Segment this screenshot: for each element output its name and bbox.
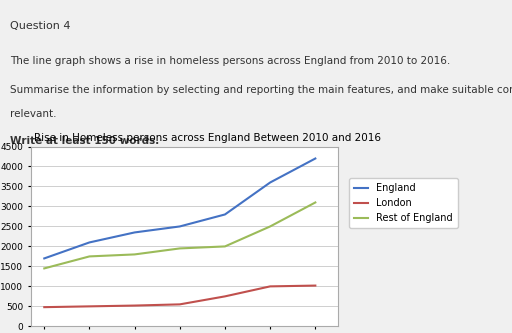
London	[87, 304, 93, 308]
England	[132, 230, 138, 234]
England	[87, 240, 93, 244]
England	[41, 256, 47, 260]
Text: The line graph shows a rise in homeless persons across England from 2010 to 2016: The line graph shows a rise in homeless …	[10, 56, 451, 66]
England	[222, 212, 228, 216]
London	[222, 294, 228, 298]
Rest of England	[41, 266, 47, 270]
Line: Rest of England: Rest of England	[44, 202, 315, 268]
England	[312, 157, 318, 161]
Rest of England	[87, 254, 93, 258]
Text: Question 4: Question 4	[10, 21, 71, 31]
England	[177, 224, 183, 228]
Rest of England	[132, 252, 138, 256]
Rest of England	[267, 224, 273, 228]
London	[177, 302, 183, 306]
London	[132, 304, 138, 308]
Rest of England	[222, 244, 228, 248]
London	[267, 284, 273, 288]
Line: London: London	[44, 286, 315, 307]
Text: Write at least 150 words.: Write at least 150 words.	[10, 136, 160, 146]
Rest of England	[177, 246, 183, 250]
Legend: England, London, Rest of England: England, London, Rest of England	[349, 178, 458, 228]
Text: Rise in Homeless persons across England Between 2010 and 2016: Rise in Homeless persons across England …	[34, 133, 381, 143]
England	[267, 180, 273, 184]
London	[41, 305, 47, 309]
London	[312, 284, 318, 288]
Text: Summarise the information by selecting and reporting the main features, and make: Summarise the information by selecting a…	[10, 85, 512, 95]
Rest of England	[312, 200, 318, 204]
Text: relevant.: relevant.	[10, 109, 57, 119]
Line: England: England	[44, 159, 315, 258]
